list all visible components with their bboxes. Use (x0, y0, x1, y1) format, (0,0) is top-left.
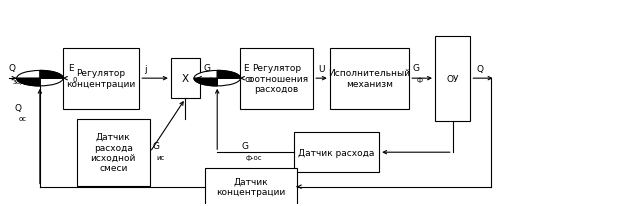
Circle shape (194, 71, 240, 87)
Text: E: E (243, 64, 249, 73)
Polygon shape (194, 79, 217, 87)
Text: ф: ф (207, 77, 213, 83)
Text: X: X (182, 74, 189, 84)
Bar (435, 36, 470, 121)
Text: 0: 0 (72, 77, 77, 83)
Text: ис: ис (157, 154, 165, 160)
Text: G: G (241, 142, 249, 150)
Text: G: G (152, 142, 159, 150)
Text: G: G (412, 64, 419, 73)
Text: Датчик
концентрации: Датчик концентрации (217, 177, 285, 197)
Polygon shape (17, 79, 40, 87)
Text: Датчик расхода: Датчик расхода (298, 148, 374, 157)
Text: E: E (68, 64, 74, 73)
Text: ос: ос (19, 116, 27, 122)
Text: G: G (203, 64, 210, 73)
Text: j: j (144, 65, 147, 74)
Text: зад: зад (13, 78, 26, 84)
Text: ОУ: ОУ (446, 74, 459, 83)
Bar (205, 169, 297, 205)
Bar (77, 119, 150, 186)
Text: Q: Q (14, 104, 21, 113)
Text: Исполнительный
механизм: Исполнительный механизм (328, 69, 411, 88)
Polygon shape (40, 71, 63, 79)
Text: Q: Q (477, 65, 484, 74)
Text: Регулятор
соотношения
расходов: Регулятор соотношения расходов (245, 64, 309, 94)
Text: U: U (318, 65, 324, 74)
Text: ф-ос: ф-ос (246, 154, 263, 160)
Text: Q: Q (9, 64, 16, 73)
Circle shape (17, 71, 63, 87)
Bar (63, 48, 139, 109)
Bar (329, 48, 409, 109)
Bar (294, 132, 379, 173)
Bar (171, 59, 200, 99)
Bar (240, 48, 313, 109)
Text: Регулятор
концентрации: Регулятор концентрации (66, 69, 135, 88)
Text: 0: 0 (248, 77, 252, 83)
Text: Датчик
расхода
исходной
смеси: Датчик расхода исходной смеси (90, 132, 136, 172)
Polygon shape (217, 71, 240, 79)
Text: ф: ф (417, 77, 422, 83)
